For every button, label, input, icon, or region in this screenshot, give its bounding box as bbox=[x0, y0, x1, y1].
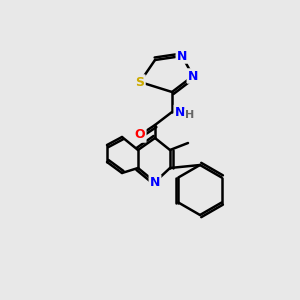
Text: N: N bbox=[150, 176, 160, 188]
Text: N: N bbox=[175, 106, 185, 118]
Text: N: N bbox=[188, 70, 198, 83]
Text: S: S bbox=[136, 76, 145, 88]
Text: N: N bbox=[177, 50, 187, 62]
Text: H: H bbox=[185, 110, 195, 120]
Text: O: O bbox=[135, 128, 145, 142]
